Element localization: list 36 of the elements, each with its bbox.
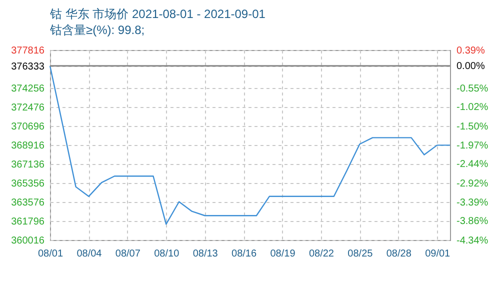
y-tick-label: 360016 — [11, 236, 45, 246]
x-tick-label: 08/25 — [348, 248, 374, 260]
y2-tick-label: 0.00% — [456, 61, 485, 72]
y2-tick-label: -0.55% — [456, 83, 488, 94]
y2-tick-label: -3.86% — [456, 216, 488, 228]
y-tick-label: 376333 — [11, 61, 45, 72]
y2-tick-label: -2.92% — [456, 178, 488, 190]
y2-tick-label: 0.39% — [456, 46, 485, 56]
chart-subtitle: 钴含量≥(%): 99.8; — [49, 23, 145, 37]
y-tick-label: 361796 — [11, 216, 45, 228]
x-tick-label: 08/22 — [308, 248, 334, 260]
y2-tick-label: -1.50% — [456, 121, 488, 132]
x-tick-label: 08/04 — [76, 248, 102, 260]
chart-title: 钴 华东 市场价 2021-08-01 - 2021-09-01 — [49, 7, 266, 21]
y-tick-label: 370696 — [11, 122, 45, 132]
x-tick-label: 08/19 — [270, 248, 296, 260]
x-tick-label: 08/07 — [115, 248, 141, 260]
x-tick-label: 09/01 — [425, 248, 451, 260]
x-tick-label: 08/13 — [192, 248, 218, 260]
y2-tick-label: -1.97% — [456, 140, 488, 152]
y-tick-label: 372476 — [11, 102, 45, 114]
y-tick-label: 377816 — [11, 46, 45, 56]
y-tick-label: 365356 — [11, 178, 45, 190]
y-tick-label: 367136 — [11, 160, 45, 170]
x-tick-label: 08/01 — [38, 248, 64, 260]
x-tick-label: 08/16 — [232, 248, 257, 260]
y-tick-label: 374256 — [11, 84, 45, 94]
y2-tick-label: -2.44% — [456, 159, 488, 170]
y-tick-label: 363576 — [11, 198, 45, 208]
line-series — [49, 65, 451, 225]
y2-tick-label: -4.34% — [456, 236, 488, 246]
y2-tick-label: -3.39% — [456, 197, 488, 208]
y2-tick-label: -1.02% — [456, 102, 488, 114]
x-tick-label: 08/10 — [154, 248, 180, 260]
y-tick-label: 368916 — [11, 140, 45, 152]
x-tick-label: 08/28 — [386, 248, 412, 260]
